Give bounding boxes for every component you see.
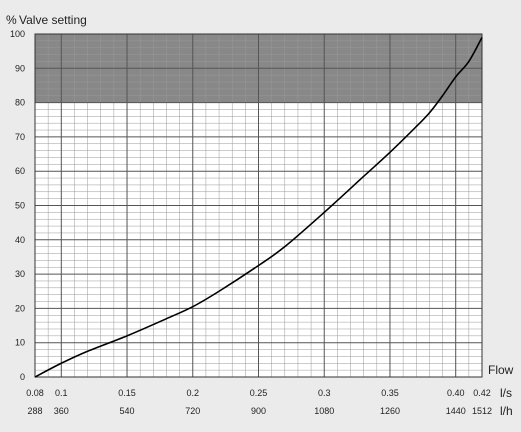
y-tick-label: 90 (15, 63, 25, 73)
x-tick-label-lh: 1080 (314, 406, 334, 416)
plot-frame (34, 33, 483, 378)
tick-labels-layer: 0 10 20 30 40 50 60 70 80 90 100 0.08 0.1 0.15 0.2 0.25… (10, 29, 492, 416)
x-tick-label-ls: 0.1 (55, 388, 68, 398)
x-unit-primary: l/s (500, 386, 512, 400)
y-tick-label: 60 (15, 166, 25, 176)
x-tick-label-lh: 540 (120, 406, 135, 416)
y-tick-label: 10 (15, 338, 25, 348)
x-tick-label-ls: 0.25 (250, 388, 268, 398)
x-axis-title: Flow (488, 363, 514, 377)
y-tick-label: 30 (15, 269, 25, 279)
x-unit-secondary: l/h (500, 404, 513, 418)
x-tick-label-ls: 0.35 (381, 388, 399, 398)
x-tick-label-ls: 0.40 (447, 388, 465, 398)
y-tick-label: 80 (15, 98, 25, 108)
y-tick-label: 40 (15, 235, 25, 245)
x-tick-label-lh: 720 (185, 406, 200, 416)
x-tick-label-ls: 0.2 (187, 388, 200, 398)
x-tick-label-lh: 288 (27, 406, 42, 416)
x-tick-label-lh: 1440 (446, 406, 466, 416)
y-tick-label: 20 (15, 303, 25, 313)
x-tick-label-ls: 0.3 (318, 388, 331, 398)
flow-curve-0 (34, 37, 483, 378)
y-tick-label: 70 (15, 132, 25, 142)
x-tick-label-lh: 900 (251, 406, 266, 416)
y-tick-label: 0 (20, 372, 25, 382)
chart-title: Valve setting (19, 13, 87, 27)
y-tick-label: 100 (10, 29, 25, 39)
curve-layer (34, 37, 483, 378)
x-tick-label-lh: 1260 (380, 406, 400, 416)
y-tick-label: 50 (15, 201, 25, 211)
grid-layer (34, 33, 483, 378)
x-tick-label-ls: 0.08 (26, 388, 44, 398)
x-tick-label-lh: 1512 (472, 406, 492, 416)
x-tick-label-lh: 360 (54, 406, 69, 416)
x-tick-label-ls: 0.42 (473, 388, 491, 398)
y-unit-label: % (6, 13, 17, 27)
x-tick-label-ls: 0.15 (118, 388, 136, 398)
